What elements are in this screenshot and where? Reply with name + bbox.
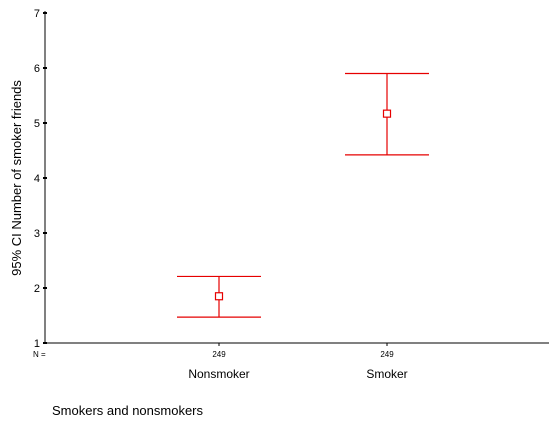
y-axis-title: 95% CI Number of smoker friends	[9, 80, 24, 276]
category-label: Nonsmoker	[188, 367, 249, 381]
n-value-label: 249	[212, 350, 226, 359]
y-tick-label: 3	[34, 228, 40, 240]
y-tick-label: 1	[34, 338, 40, 350]
n-value-label: 249	[380, 350, 394, 359]
error-bar	[345, 72, 429, 156]
mean-marker	[214, 292, 224, 301]
y-tick-label: 4	[34, 173, 40, 185]
mean-marker	[382, 109, 392, 118]
n-row: N = 249 249	[33, 350, 394, 359]
y-tick-label: 7	[34, 8, 40, 20]
y-tick-label: 6	[34, 63, 40, 75]
y-ticks: 1 2 3 4 5 6 7	[34, 8, 47, 350]
x-axis-title: Smokers and nonsmokers	[52, 403, 204, 418]
error-bar	[177, 275, 261, 318]
error-bars	[177, 72, 429, 346]
category-label: Smoker	[366, 367, 407, 381]
y-tick-label: 5	[34, 118, 40, 130]
category-labels: Nonsmoker Smoker	[188, 367, 407, 381]
axes	[44, 11, 549, 344]
y-tick-label: 2	[34, 283, 40, 295]
n-prefix-label: N =	[33, 350, 46, 359]
